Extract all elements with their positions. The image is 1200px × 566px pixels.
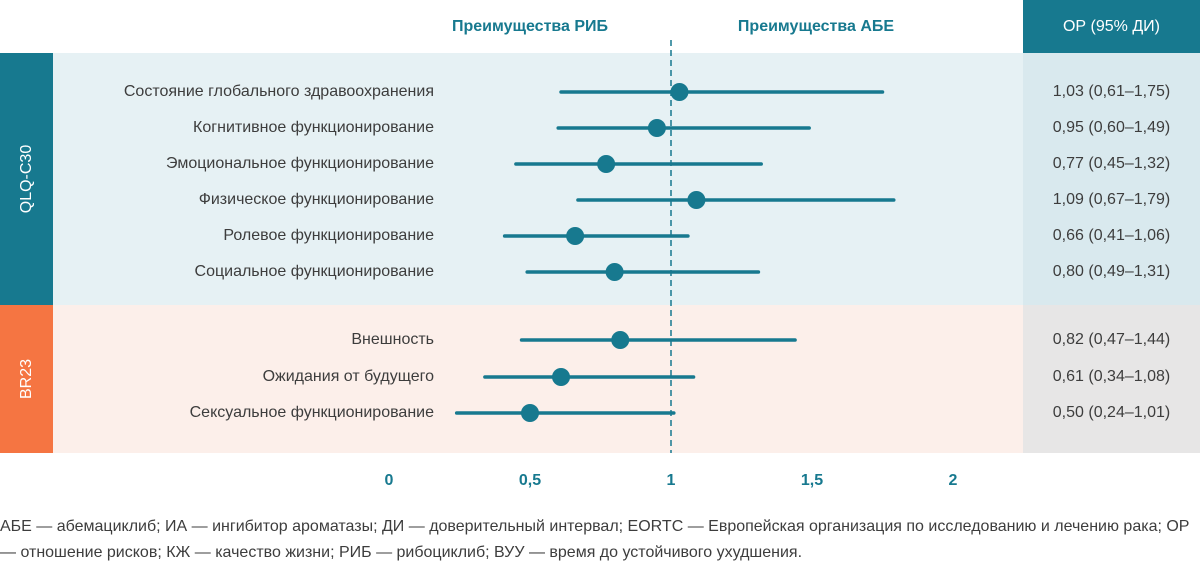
row-label: Эмоциональное функционирование: [166, 155, 434, 172]
or-value: 0,61 (0,34–1,08): [1052, 368, 1171, 385]
hr-point: [611, 331, 630, 349]
hr-point: [597, 155, 616, 173]
or-value: 0,50 (0,24–1,01): [1052, 404, 1171, 421]
tick-label: 1,5: [800, 472, 824, 489]
tick-label: 0: [384, 472, 394, 489]
qlq-c30-band: [0, 53, 1200, 305]
footnote: АБЕ — абемациклиб; ИА — ингибитор аромат…: [0, 518, 1190, 561]
hr-point: [687, 191, 706, 209]
hr-point: [521, 404, 539, 422]
or-value: 0,77 (0,45–1,32): [1052, 155, 1171, 172]
row-label: Физическое функционирование: [198, 191, 434, 208]
row-label: Социальное функционирование: [194, 263, 434, 280]
br23-band: [0, 305, 1200, 453]
row-label: Внешность: [351, 331, 434, 348]
row-label: Состояние глобального здравоохранения: [123, 83, 434, 100]
favors-abe-label: Преимущества АБЕ: [737, 18, 895, 35]
favors-rib-label: Преимущества РИБ: [451, 18, 609, 35]
or-value: 0,82 (0,47–1,44): [1052, 331, 1171, 348]
or-column-header: ОР (95% ДИ): [1023, 0, 1200, 53]
tick-label: 1: [666, 472, 676, 489]
row-label: Сексуальное функционирование: [189, 404, 434, 421]
or-value: 0,95 (0,60–1,49): [1052, 119, 1171, 136]
hr-point: [566, 227, 585, 245]
row-label: Ожидания от будущего: [262, 368, 434, 385]
or-column-c30: [1023, 53, 1200, 305]
row-label: Ролевое функционирование: [223, 227, 434, 244]
hr-point: [552, 368, 571, 386]
row-label: Когнитивное функционирование: [193, 119, 434, 136]
hr-point: [670, 83, 689, 101]
hr-point: [647, 119, 666, 137]
or-column-br23: [1023, 305, 1200, 453]
hr-point: [605, 263, 624, 281]
group-bar-qlq-c30: QLQ-C30: [0, 53, 53, 305]
tick-label: 2: [948, 472, 958, 489]
tick-label: 0,5: [518, 472, 542, 489]
or-value: 0,80 (0,49–1,31): [1052, 263, 1171, 280]
group-bar-br23: BR23: [0, 305, 53, 453]
or-value: 0,66 (0,41–1,06): [1052, 227, 1171, 244]
or-value: 1,09 (0,67–1,79): [1052, 191, 1171, 208]
or-value: 1,03 (0,61–1,75): [1052, 83, 1171, 100]
